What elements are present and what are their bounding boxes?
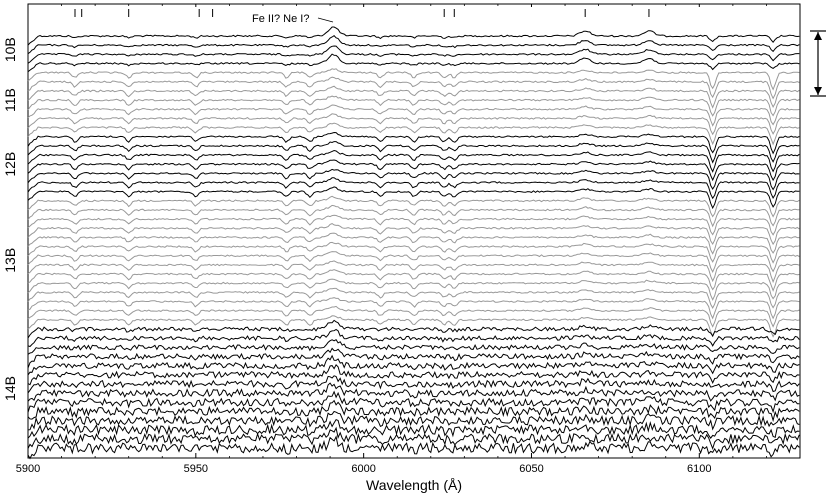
x-tick-label-6000: 6000 [351, 463, 375, 475]
annotation-label: Fe II? Ne I? [252, 13, 309, 25]
line-marker-layer [74, 9, 650, 17]
spectrum-12b-2 [27, 141, 800, 164]
fe-ne-annotation: Fe II? Ne I? [252, 13, 334, 25]
spectrum-11b-3 [27, 85, 800, 109]
spectrum-13b-5 [27, 232, 800, 255]
spectrum-11b-2 [27, 76, 800, 100]
spectrum-13b-9 [27, 269, 800, 292]
spectrum-12b-6 [27, 177, 800, 200]
spectrum-14b-2 [27, 328, 800, 348]
spectrum-10b-2 [27, 35, 800, 55]
spectrum-13b-3 [27, 214, 800, 236]
x-axis: 5900 5950 6000 6050 6100 [16, 4, 767, 475]
group-label-14b: 14B [2, 376, 18, 401]
spectrum-11b-6 [27, 113, 800, 136]
spectrum-10b-4 [27, 53, 800, 73]
spectrum-14b-4 [27, 347, 800, 369]
spectrum-14b-13 [27, 426, 800, 451]
spectrum-13b-14 [27, 315, 800, 338]
spectrum-13b-7 [27, 251, 800, 273]
x-tick-label-6100: 6100 [687, 463, 711, 475]
spectrum-14b-1 [27, 319, 800, 339]
spectrum-14b-5 [27, 354, 800, 376]
spectrum-13b-2 [27, 204, 800, 228]
spectrum-14b-10 [27, 399, 800, 423]
scale-arrow [810, 30, 826, 97]
spectrum-11b-7 [27, 122, 800, 146]
x-tick-label-5950: 5950 [184, 463, 208, 475]
group-label-12b: 12B [2, 152, 18, 177]
spectrum-13b-8 [27, 260, 800, 284]
spectrum-14b-3 [27, 339, 800, 355]
scale-arrow-up-head [814, 32, 822, 40]
spectrum-13b-1 [27, 195, 800, 218]
spectrum-14b-14 [27, 435, 800, 460]
x-tick-label-6050: 6050 [519, 463, 543, 475]
spectrum-14b-9 [27, 390, 800, 414]
spectrum-11b-1 [27, 68, 800, 91]
spectrum-10b-3 [27, 45, 800, 64]
spectrum-14b-8 [27, 382, 800, 402]
spectrum-12b-3 [27, 149, 800, 173]
spectrum-13b-11 [27, 287, 800, 309]
spectrum-13b-13 [27, 305, 800, 328]
spectrum-13b-10 [27, 278, 800, 301]
spectrum-11b-4 [27, 95, 800, 117]
x-axis-title: Wavelength (Å) [366, 477, 462, 493]
spectrum-12b-5 [27, 168, 800, 191]
annotation-leader [317, 17, 334, 23]
spectrum-11b-5 [27, 104, 800, 127]
x-tick-label-5900: 5900 [16, 463, 40, 475]
spectrum-13b-4 [27, 223, 800, 246]
spectrum-14b-6 [27, 363, 800, 386]
spectrum-10b-1 [27, 26, 800, 46]
spectrum-13b-12 [27, 297, 800, 320]
spectrum-12b-1 [27, 131, 800, 155]
spectrum-14b-7 [27, 375, 800, 394]
group-labels: 10B 11B 12B 13B 14B [2, 37, 18, 401]
spectrum-13b-6 [27, 241, 800, 264]
spectrum-12b-4 [27, 159, 800, 182]
spectrum-12b-7 [27, 186, 800, 210]
plot-frame [27, 3, 801, 459]
group-label-10b: 10B [2, 37, 18, 62]
group-label-11b: 11B [2, 88, 18, 112]
spectrum-14b-11 [27, 410, 800, 431]
group-label-13b: 13B [2, 248, 18, 273]
spectrum-14b-12 [27, 418, 800, 439]
spectra-layer [27, 26, 800, 460]
scale-arrow-down-head [814, 87, 822, 95]
